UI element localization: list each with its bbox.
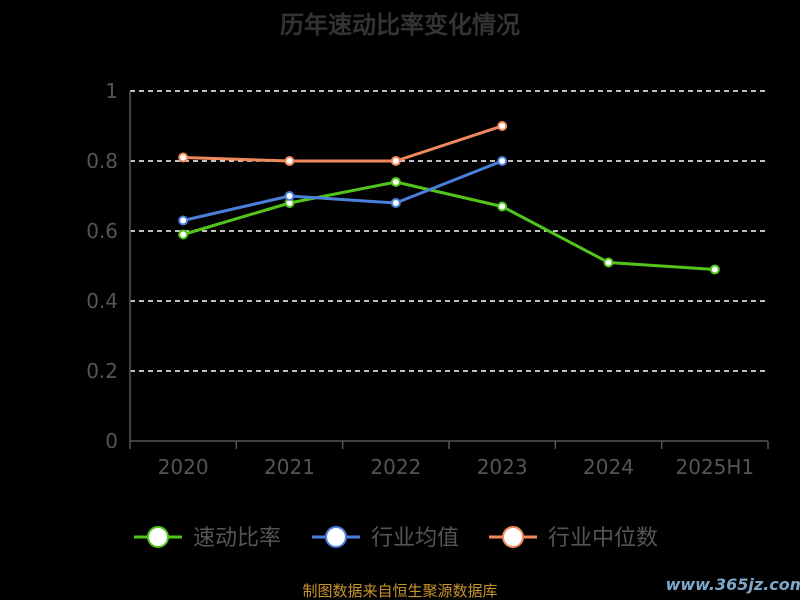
x-tick-label: 2022 — [370, 455, 421, 479]
y-tick-label: 0.8 — [86, 149, 118, 173]
data-point — [178, 152, 189, 163]
legend-marker — [502, 526, 524, 548]
x-tick-label: 2025H1 — [675, 455, 754, 479]
series-line — [183, 124, 503, 163]
legend-label: 行业中位数 — [548, 526, 658, 551]
data-point — [284, 156, 295, 166]
data-source-note: 制图数据来自恒生聚源数据库 — [302, 582, 497, 600]
legend-marker — [325, 526, 347, 548]
legend-label: 行业均值 — [371, 526, 459, 551]
watermark: www.365jz.com — [666, 575, 800, 594]
series-line — [182, 159, 503, 222]
grid-lines — [130, 90, 768, 372]
x-tick-label: 2024 — [583, 455, 634, 479]
y-tick-label: 0.4 — [86, 289, 118, 313]
x-tick-label: 2020 — [158, 455, 209, 479]
data-point — [497, 156, 508, 166]
y-tick-label: 0.2 — [86, 359, 118, 383]
legend-label: 速动比率 — [193, 526, 281, 551]
x-tick-label: 2023 — [477, 455, 528, 479]
data-point — [709, 264, 720, 275]
axes: 0 0.2 0.4 0.6 0.8 1 2020 2021 2022 2023 2024 2025H1 — [86, 79, 769, 479]
legend-marker — [147, 526, 169, 548]
y-tick-label: 0 — [105, 429, 118, 453]
data-point — [603, 257, 614, 268]
data-point — [284, 191, 295, 201]
data-point — [497, 201, 508, 212]
x-tick-label: 2021 — [264, 455, 315, 479]
data-point — [390, 156, 401, 166]
legend: 速动比率 行业均值 行业中位数 — [134, 526, 658, 551]
data-point — [497, 121, 508, 131]
series-lines — [178, 121, 720, 275]
series-line — [182, 180, 715, 271]
y-tick-label: 1 — [105, 79, 118, 103]
data-point — [390, 177, 401, 187]
chart-title: 历年速动比率变化情况 — [280, 11, 520, 39]
data-point — [178, 215, 189, 226]
data-point — [178, 229, 189, 240]
y-tick-label: 0.6 — [86, 219, 118, 243]
data-point — [390, 198, 401, 208]
